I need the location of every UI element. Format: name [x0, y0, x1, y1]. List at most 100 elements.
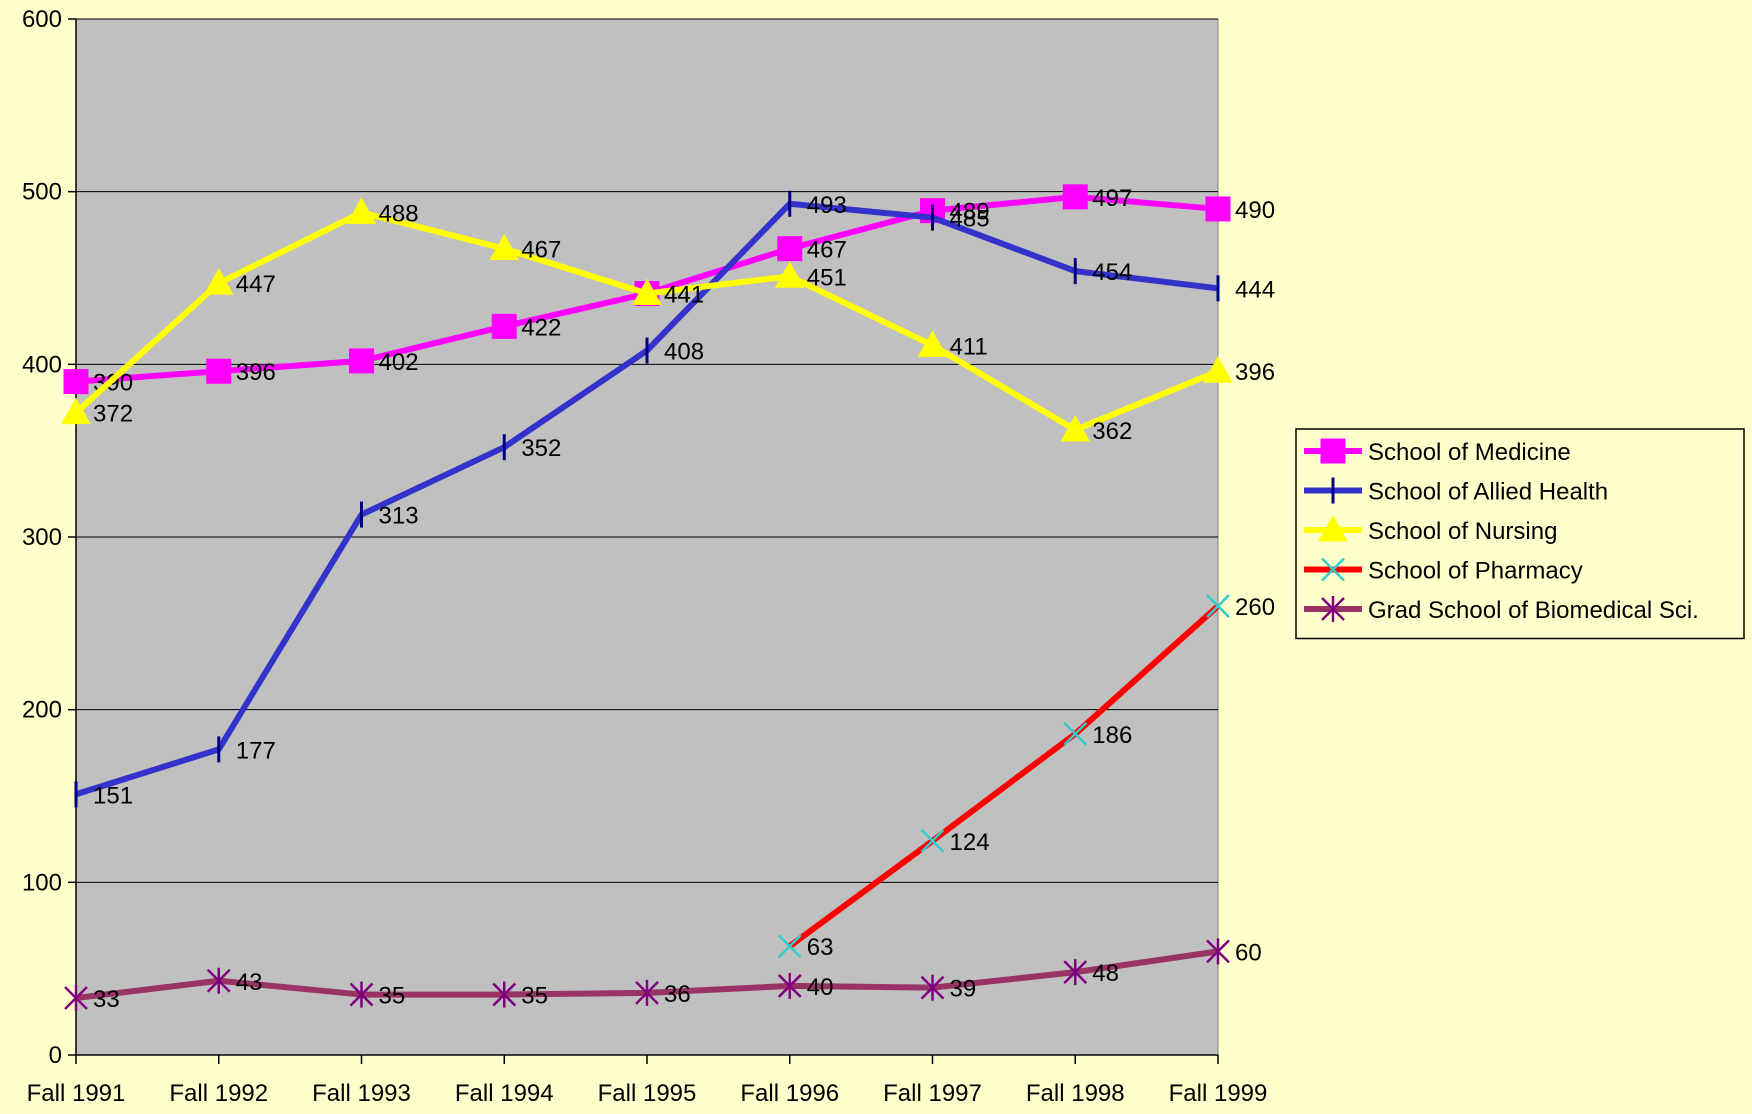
point-school-of-nursing-fall-1994: [489, 233, 520, 261]
point-school-of-nursing-fall-1991-shape: [61, 397, 91, 425]
data-label-school-of-nursing-fall-1992: 447: [236, 271, 276, 298]
point-school-of-medicine-fall-1999: [1205, 196, 1231, 222]
legend-label-grad-school-of-biomedical-sci: Grad School of Biomedical Sci.: [1368, 597, 1699, 624]
data-label-school-of-allied-health-fall-1998: 454: [1092, 259, 1132, 286]
point-school-of-medicine-fall-1998: [1062, 184, 1088, 210]
data-label-school-of-allied-health-fall-1992: 177: [236, 737, 276, 764]
legend-marker-school-of-nursing-shape: [1318, 514, 1348, 542]
legend-marker-school-of-pharmacy-stroke-b: [1321, 557, 1345, 582]
x-tick-label-fall-1993: Fall 1993: [312, 1080, 411, 1107]
data-label-grad-school-of-biomedical-sci-fall-1991: 33: [93, 986, 120, 1013]
point-grad-school-of-biomedical-sci-fall-1999: [1206, 938, 1230, 965]
point-school-of-nursing-fall-1993-shape: [346, 197, 377, 224]
data-label-school-of-nursing-fall-1994: 467: [521, 237, 561, 264]
series-line-school-of-pharmacy: [787, 603, 1221, 949]
data-label-grad-school-of-biomedical-sci-fall-1999: 60: [1235, 939, 1262, 966]
data-label-school-of-pharmacy-fall-1999: 260: [1235, 594, 1275, 621]
legend-marker-grad-school-of-biomedical-sci: [1321, 596, 1345, 622]
legend-entry-school-of-allied-health: School of Allied Health: [1304, 477, 1608, 506]
legend-marker-school-of-medicine: [1320, 438, 1346, 464]
point-school-of-medicine-fall-1992: [206, 358, 232, 384]
legend-label-school-of-pharmacy: School of Pharmacy: [1368, 558, 1583, 585]
data-label-school-of-pharmacy-fall-1996: 63: [807, 934, 834, 961]
legend-label-school-of-allied-health: School of Allied Health: [1368, 479, 1608, 506]
data-label-school-of-nursing-fall-1999: 396: [1235, 359, 1275, 386]
y-tick-label-600: 600: [22, 6, 62, 33]
data-label-school-of-nursing-fall-1996: 451: [807, 264, 847, 291]
data-label-school-of-allied-health-fall-1999: 444: [1235, 276, 1275, 303]
series-school-of-pharmacy: 63 124 186 260: [777, 594, 1275, 961]
data-label-school-of-allied-health-fall-1995: 408: [664, 339, 704, 366]
data-label-grad-school-of-biomedical-sci-fall-1994: 35: [521, 983, 548, 1010]
point-school-of-nursing-fall-1992: [203, 268, 234, 295]
x-tick-label-fall-1998: Fall 1998: [1026, 1080, 1125, 1107]
legend: School of Medicine School of Allied Healt…: [1295, 428, 1745, 640]
point-school-of-nursing-fall-1995-shape: [632, 278, 662, 306]
y-tick-label-300: 300: [22, 524, 62, 551]
point-school-of-pharmacy-fall-1998: [1063, 721, 1088, 746]
data-label-school-of-medicine-fall-1992: 396: [236, 359, 276, 386]
point-school-of-nursing-fall-1997-shape: [917, 330, 948, 357]
data-label-school-of-medicine-fall-1997: 489: [950, 199, 990, 226]
x-tick-label-fall-1996: Fall 1996: [740, 1080, 839, 1107]
point-grad-school-of-biomedical-sci-fall-1995: [635, 979, 659, 1006]
point-school-of-pharmacy-fall-1997-stroke-b: [920, 829, 945, 853]
point-school-of-pharmacy-fall-1997: [920, 829, 945, 853]
point-school-of-medicine-fall-1999-shape: [1205, 196, 1231, 222]
series-school-of-nursing: 372 447 488 467 441 451 411 362 396: [61, 197, 1275, 445]
point-school-of-pharmacy-fall-1999: [1206, 594, 1230, 618]
series-grad-school-of-biomedical-sci: 33 43 35 35 36 40 39 48 60: [64, 938, 1262, 1013]
point-school-of-nursing-fall-1998-shape: [1060, 414, 1091, 442]
point-school-of-nursing-fall-1999: [1203, 356, 1233, 383]
point-school-of-pharmacy-fall-1996: [777, 934, 802, 959]
data-label-school-of-allied-health-fall-1997: 485: [950, 206, 990, 233]
point-grad-school-of-biomedical-sci-fall-1996: [777, 972, 802, 999]
legend-marker-school-of-medicine-shape: [1320, 438, 1346, 464]
data-label-school-of-nursing-fall-1997: 411: [950, 333, 988, 360]
data-label-school-of-medicine-fall-1996: 467: [807, 237, 847, 264]
data-label-school-of-nursing-fall-1995: 441: [664, 282, 704, 309]
point-school-of-medicine-fall-1994: [491, 313, 517, 339]
point-school-of-medicine-fall-1992-shape: [206, 358, 232, 384]
point-school-of-medicine-fall-1998-shape: [1062, 184, 1088, 210]
data-label-school-of-medicine-fall-1998: 497: [1092, 185, 1132, 212]
data-label-school-of-nursing-fall-1993: 488: [379, 200, 419, 227]
point-school-of-nursing-fall-1996-shape: [774, 261, 805, 288]
point-grad-school-of-biomedical-sci-fall-1998: [1063, 959, 1088, 986]
data-label-school-of-medicine-fall-1994: 422: [521, 314, 561, 341]
point-grad-school-of-biomedical-sci-fall-1992: [206, 967, 231, 994]
x-tick-label-fall-1992: Fall 1992: [169, 1080, 268, 1107]
legend-entry-school-of-medicine: School of Medicine: [1304, 438, 1571, 466]
data-label-school-of-pharmacy-fall-1997: 124: [950, 829, 990, 856]
data-label-school-of-allied-health-fall-1996: 493: [807, 192, 847, 219]
data-label-grad-school-of-biomedical-sci-fall-1997: 39: [950, 976, 977, 1003]
point-school-of-medicine-fall-1996: [777, 236, 803, 262]
data-label-grad-school-of-biomedical-sci-fall-1992: 43: [236, 969, 263, 996]
point-school-of-medicine-fall-1993-shape: [349, 348, 374, 374]
data-label-grad-school-of-biomedical-sci-fall-1996: 40: [807, 974, 834, 1001]
legend-marker-school-of-nursing: [1318, 514, 1348, 542]
legend-entry-grad-school-of-biomedical-sci: Grad School of Biomedical Sci.: [1304, 596, 1699, 624]
x-tick-label-fall-1999: Fall 1999: [1169, 1080, 1268, 1107]
data-label-school-of-medicine-fall-1993: 402: [379, 349, 419, 376]
point-school-of-nursing-fall-1999-shape: [1203, 356, 1233, 383]
point-school-of-nursing-fall-1994-shape: [489, 233, 520, 261]
point-school-of-medicine-fall-1994-shape: [491, 313, 517, 339]
y-tick-label-400: 400: [22, 351, 62, 378]
point-school-of-nursing-fall-1993: [346, 197, 377, 224]
point-grad-school-of-biomedical-sci-fall-1991: [64, 985, 88, 1012]
data-label-grad-school-of-biomedical-sci-fall-1995: 36: [664, 981, 691, 1008]
data-label-grad-school-of-biomedical-sci-fall-1993: 35: [379, 983, 406, 1010]
plot-area: 0 100 200 300 400 500 600 Fall 1991 Fall 1992 Fal…: [22, 6, 1275, 1107]
y-tick-label-500: 500: [22, 179, 62, 206]
point-grad-school-of-biomedical-sci-fall-1993: [349, 981, 374, 1008]
data-label-school-of-nursing-fall-1998: 362: [1092, 418, 1132, 445]
point-school-of-nursing-fall-1997: [917, 330, 948, 357]
x-tick-label-fall-1997: Fall 1997: [883, 1080, 982, 1107]
legend-entry-school-of-nursing: School of Nursing: [1304, 514, 1557, 545]
series-school-of-allied-health: 151 177 313 352 408 493 485 454 444: [74, 190, 1275, 809]
legend-box: [1295, 428, 1745, 640]
data-label-school-of-nursing-fall-1991: 372: [93, 401, 133, 428]
